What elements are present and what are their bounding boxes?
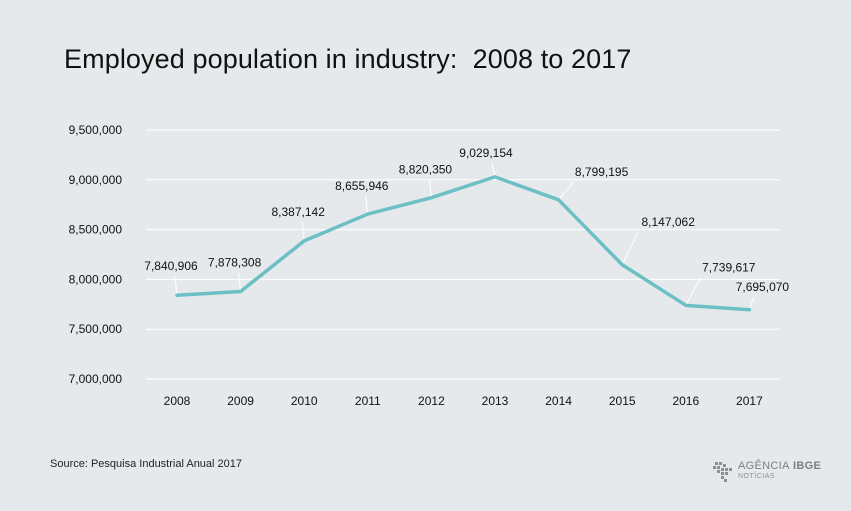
data-point xyxy=(684,303,688,307)
y-tick-label: 9,000,000 xyxy=(69,173,123,187)
data-point xyxy=(493,175,497,179)
data-label: 8,655,946 xyxy=(335,179,389,193)
data-point xyxy=(747,308,752,312)
label-leader-line xyxy=(685,277,702,306)
label-leader-line xyxy=(174,276,178,296)
logo-brand: AGÊNCIA IBGE xyxy=(738,460,822,472)
data-point xyxy=(302,239,306,243)
data-label: 8,799,195 xyxy=(575,165,629,179)
data-point xyxy=(557,198,561,202)
data-point xyxy=(620,263,624,267)
label-leader-line xyxy=(428,179,432,198)
logo-subtitle: NOTÍCIAS xyxy=(738,473,776,480)
data-label: 8,147,062 xyxy=(642,215,696,229)
x-tick-label: 2016 xyxy=(672,394,699,408)
label-leader-line xyxy=(301,221,305,241)
y-tick-label: 8,500,000 xyxy=(69,223,123,237)
x-tick-label: 2017 xyxy=(736,394,763,408)
data-point xyxy=(175,293,179,297)
data-label: 8,387,142 xyxy=(272,205,326,219)
data-point xyxy=(366,212,370,216)
label-leader-line xyxy=(748,296,755,310)
x-tick-label: 2014 xyxy=(545,394,572,408)
y-tick-label: 8,000,000 xyxy=(69,272,123,286)
line-chart: 7,000,000 7,500,000 8,000,000 8,500,000 9,00… xyxy=(69,123,790,408)
data-label: 7,840,906 xyxy=(144,259,198,273)
agencia-ibge-logo: AGÊNCIA IBGE NOTÍCIAS xyxy=(712,460,822,488)
y-tick-label: 7,500,000 xyxy=(69,322,123,336)
data-label: 7,739,617 xyxy=(702,260,756,274)
label-leader-line xyxy=(558,181,575,201)
chart-title: Employed population in industry: 2008 to… xyxy=(64,44,632,74)
x-tick-label: 2012 xyxy=(418,394,445,408)
x-tick-label: 2009 xyxy=(227,394,254,408)
label-leader-line xyxy=(621,231,639,265)
data-label: 8,820,350 xyxy=(399,163,453,177)
label-leader-line xyxy=(365,196,369,215)
data-label: 7,695,070 xyxy=(736,280,790,294)
source-note: Source: Pesquisa Industrial Anual 2017 xyxy=(50,458,243,470)
x-tick-label: 2008 xyxy=(164,394,191,408)
data-label: 7,878,308 xyxy=(208,256,262,270)
employment-line xyxy=(175,175,752,312)
x-tick-label: 2015 xyxy=(609,394,636,408)
y-tick-label: 7,000,000 xyxy=(69,372,123,386)
y-tick-label: 9,500,000 xyxy=(69,123,123,137)
x-tick-label: 2011 xyxy=(355,394,381,408)
label-leader-line xyxy=(238,272,242,292)
label-leader-line xyxy=(491,162,496,178)
ibge-map-icon xyxy=(713,462,732,482)
x-tick-label: 2010 xyxy=(291,394,318,408)
data-point xyxy=(429,196,433,200)
data-point xyxy=(239,289,243,294)
x-tick-label: 2013 xyxy=(482,394,509,408)
data-label: 9,029,154 xyxy=(459,146,513,160)
